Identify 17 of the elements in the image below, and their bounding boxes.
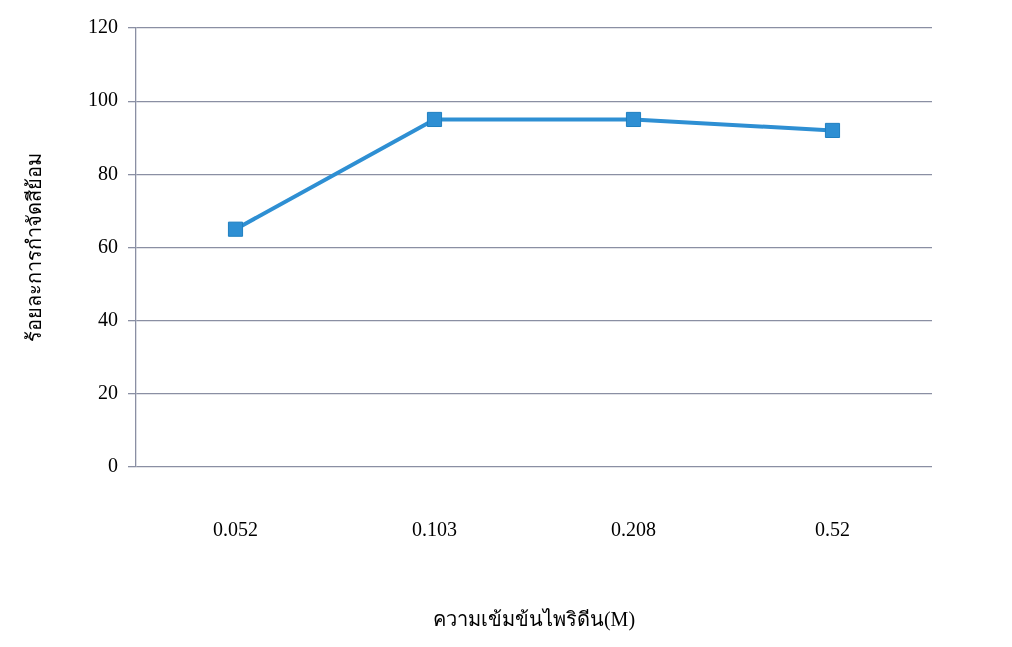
y-tick-label: 20 (98, 381, 118, 404)
y-axis-title: ร้อยละการกำจัดสีย้อม (23, 153, 46, 342)
point (625, 111, 642, 128)
y-tick-label: 120 (88, 15, 118, 38)
x-tick-label: 0.52 (815, 518, 850, 541)
point (426, 111, 443, 128)
x-tick-label: 0.052 (213, 518, 258, 541)
y-tick-label: 40 (98, 307, 118, 330)
y-tick-label: 60 (98, 234, 118, 257)
x-tick-label: 0.208 (611, 518, 656, 541)
point (227, 221, 244, 237)
y-tick-label: 100 (88, 88, 118, 111)
x-tick-label: 0.103 (412, 518, 457, 541)
y-tick-label: 80 (98, 161, 118, 184)
x-axis-title: ความเข้มข้นไพริดีน(M) (432, 608, 636, 632)
y-tick-label: 0 (108, 454, 118, 477)
point (824, 122, 841, 138)
